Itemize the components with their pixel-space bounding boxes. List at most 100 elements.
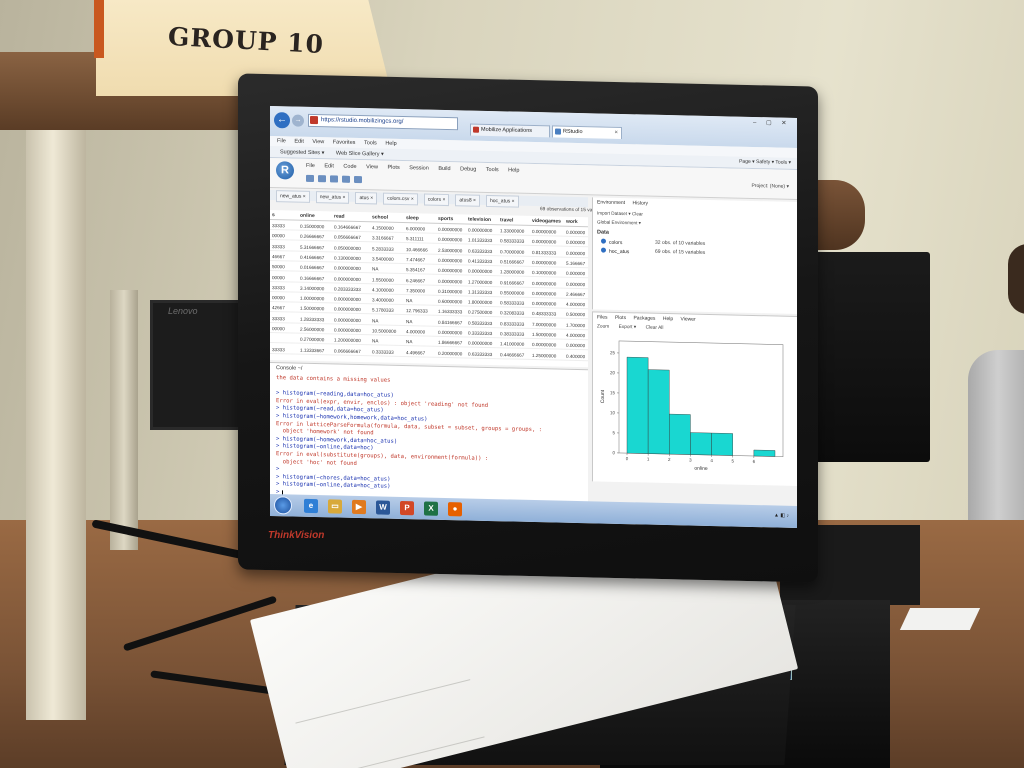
window-controls[interactable]: – ▢ ✕: [753, 119, 791, 127]
console-title: Console ~/: [276, 365, 303, 372]
table-cell: 0.000000: [566, 229, 586, 236]
save-icon[interactable]: [330, 175, 338, 183]
address-bar[interactable]: https://rstudio.mobilizingcs.org/: [308, 113, 458, 131]
tab-history[interactable]: History: [632, 200, 649, 207]
env-item-name: hoc_atus: [609, 248, 630, 256]
menu-help[interactable]: Help: [385, 140, 397, 147]
column-header[interactable]: television: [468, 216, 492, 224]
table-cell: 0.283333333: [334, 286, 361, 292]
go-to-icon[interactable]: [354, 175, 362, 184]
rs-menu-tools[interactable]: Tools: [485, 166, 499, 174]
media-icon[interactable]: ▶: [352, 499, 366, 515]
export-button[interactable]: Export ▾: [618, 324, 637, 331]
rs-menu-session[interactable]: Session: [409, 165, 429, 172]
start-button[interactable]: [274, 496, 292, 515]
source-tab[interactable]: colors ×: [423, 193, 450, 207]
tab-rstudio[interactable]: RStudio ×: [552, 125, 622, 140]
console-pane[interactable]: Console ~/ the data contains a missing v…: [270, 362, 588, 510]
rs-menu-help[interactable]: Help: [508, 167, 520, 174]
back-arrow-icon[interactable]: ←: [274, 112, 290, 129]
rs-menu-view[interactable]: View: [366, 164, 378, 171]
table-cell: 0.81333333: [532, 249, 557, 256]
tab-help[interactable]: Help: [662, 315, 674, 323]
tab-plots[interactable]: Plots: [614, 314, 627, 322]
env-item[interactable]: colors: [601, 238, 622, 246]
fav-suggested-sites[interactable]: Suggested Sites ▾: [280, 149, 325, 157]
table-cell: 1.13333667: [300, 347, 325, 353]
table-cell: 0.00000000: [438, 257, 463, 264]
table-cell: 0.00000000: [532, 290, 557, 297]
table-cell: 0.000000: [566, 240, 586, 246]
column-header[interactable]: videogames: [532, 217, 561, 225]
rs-menu-build[interactable]: Build: [438, 165, 451, 173]
table-cell: 0.050000000: [334, 245, 361, 251]
column-header[interactable]: travel: [500, 217, 514, 224]
column-header[interactable]: work: [566, 218, 578, 226]
source-tab[interactable]: atus ×: [355, 191, 378, 205]
tab-files[interactable]: Files: [597, 314, 608, 321]
table-cell: 0.00000000: [532, 228, 557, 235]
r-logo-icon: R: [276, 161, 294, 180]
project-menu[interactable]: Project: (None) ▾: [751, 182, 789, 190]
forward-arrow-icon[interactable]: →: [292, 114, 304, 127]
rs-menu-debug[interactable]: Debug: [460, 166, 477, 173]
word-icon[interactable]: W: [376, 500, 390, 515]
site-icon: [310, 115, 318, 125]
tab-viewer[interactable]: Viewer: [680, 316, 696, 323]
rs-menu-file[interactable]: File: [306, 162, 315, 170]
excel-icon[interactable]: X: [424, 501, 438, 516]
tab-packages[interactable]: Packages: [633, 315, 656, 322]
source-tab[interactable]: hoc_atus ×: [485, 194, 519, 208]
column-header[interactable]: school: [372, 214, 389, 221]
column-header[interactable]: sports: [438, 215, 454, 223]
table-cell: 0.000000: [566, 343, 586, 349]
rs-menu-plots[interactable]: Plots: [387, 164, 400, 171]
y-tick-label: 25: [610, 350, 616, 355]
source-tab[interactable]: new_atus ×: [315, 191, 350, 204]
table-cell: NA: [372, 338, 379, 344]
table-cell: 0.63333333: [468, 248, 493, 254]
table-cell: 0.000000000: [334, 296, 361, 303]
source-tab[interactable]: atus8 ×: [455, 194, 480, 207]
environment-toolbar[interactable]: Import Dataset ▾ Clear: [597, 210, 643, 217]
y-axis-label: Count: [600, 389, 606, 403]
column-header[interactable]: s: [272, 212, 275, 219]
rs-menu-code[interactable]: Code: [343, 163, 357, 170]
rs-menu-edit[interactable]: Edit: [324, 163, 334, 170]
powerpoint-icon[interactable]: P: [400, 500, 414, 516]
table-cell: 0.41333333: [468, 258, 493, 264]
print-icon[interactable]: [342, 175, 350, 183]
menu-view[interactable]: View: [312, 138, 325, 146]
menu-favorites[interactable]: Favorites: [332, 139, 356, 146]
source-tab[interactable]: colors.csv ×: [383, 192, 418, 206]
column-header[interactable]: online: [300, 212, 315, 220]
tab-mobilize[interactable]: Mobilize Applications: [470, 123, 550, 138]
menu-file[interactable]: File: [277, 138, 286, 145]
table-cell: 0.60000000: [438, 298, 463, 305]
environment-scope[interactable]: Global Environment ▾: [597, 219, 641, 226]
close-icon[interactable]: ×: [614, 129, 618, 136]
tab-environment[interactable]: Environment: [597, 199, 626, 207]
column-header[interactable]: read: [334, 213, 345, 220]
ie-icon[interactable]: e: [304, 498, 318, 514]
column-header[interactable]: sleep: [406, 215, 419, 222]
menu-edit[interactable]: Edit: [294, 138, 304, 145]
clear-all-button[interactable]: Clear All: [645, 325, 664, 331]
source-tab[interactable]: new_atus ×: [276, 190, 310, 203]
firefox-icon[interactable]: ●: [448, 502, 462, 517]
menu-tools[interactable]: Tools: [363, 140, 377, 147]
table-cell: 0.00000000: [532, 239, 557, 245]
system-tray[interactable]: ▲ ◧ ♪: [774, 512, 789, 519]
table-cell: 33333: [272, 346, 285, 352]
new-file-icon[interactable]: [306, 174, 314, 183]
table-cell: 3.4000000: [372, 297, 394, 303]
explorer-icon[interactable]: ▭: [328, 499, 342, 514]
zoom-button[interactable]: Zoom: [597, 324, 610, 330]
table-cell: 0.00000000: [468, 268, 493, 275]
table-cell: NA: [406, 339, 413, 345]
browser-command-bar[interactable]: Page ▾ Safety ▾ Tools ▾: [739, 158, 791, 166]
open-icon[interactable]: [318, 175, 326, 183]
fav-web-slice[interactable]: Web Slice Gallery ▾: [335, 150, 384, 158]
histogram-chart: 0 5 10 15 20 25 0 1 2 3 4 5 6 online Count: [600, 340, 784, 472]
env-item[interactable]: hoc_atus: [601, 247, 630, 256]
